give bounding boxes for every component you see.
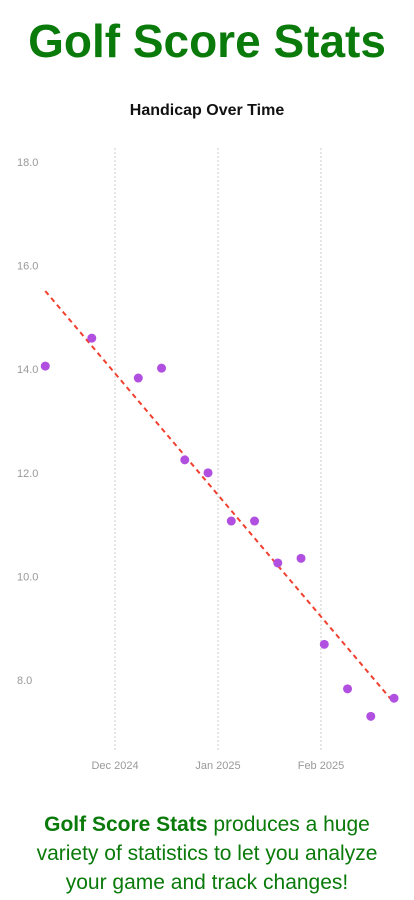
description-text: produces a huge variety of statistics to… — [36, 813, 378, 894]
data-point — [273, 558, 283, 568]
y-tick-label: 14.0 — [17, 364, 38, 376]
trend-line — [44, 290, 395, 704]
data-point — [87, 333, 97, 343]
x-tick-label: Feb 2025 — [298, 760, 344, 772]
data-point — [366, 711, 376, 721]
x-tick-label: Jan 2025 — [195, 760, 240, 772]
data-point — [296, 553, 306, 563]
data-point — [343, 684, 353, 694]
brand: Golf Score Stats — [44, 813, 208, 836]
app-title: Golf Score Stats — [28, 15, 386, 67]
chart: Handicap Over Time Dec 2024 Jan 2025 Feb 2… — [17, 102, 399, 772]
y-tick-label: 18.0 — [17, 157, 38, 169]
data-point — [203, 468, 213, 478]
data-point — [319, 639, 329, 649]
data-point — [389, 693, 399, 703]
y-tick-label: 8.0 — [17, 675, 32, 687]
data-point — [226, 516, 236, 526]
description: Golf Score Stats produces a huge variety… — [14, 810, 400, 897]
x-tick-label: Dec 2024 — [91, 760, 138, 772]
data-point — [250, 516, 260, 526]
y-tick-label: 10.0 — [17, 571, 38, 583]
data-point — [133, 373, 143, 383]
y-tick-label: 12.0 — [17, 468, 38, 480]
y-tick-label: 16.0 — [17, 261, 38, 273]
chart-title: Handicap Over Time — [130, 102, 285, 119]
data-point — [180, 455, 190, 465]
data-point — [157, 363, 167, 373]
data-point — [40, 361, 50, 371]
